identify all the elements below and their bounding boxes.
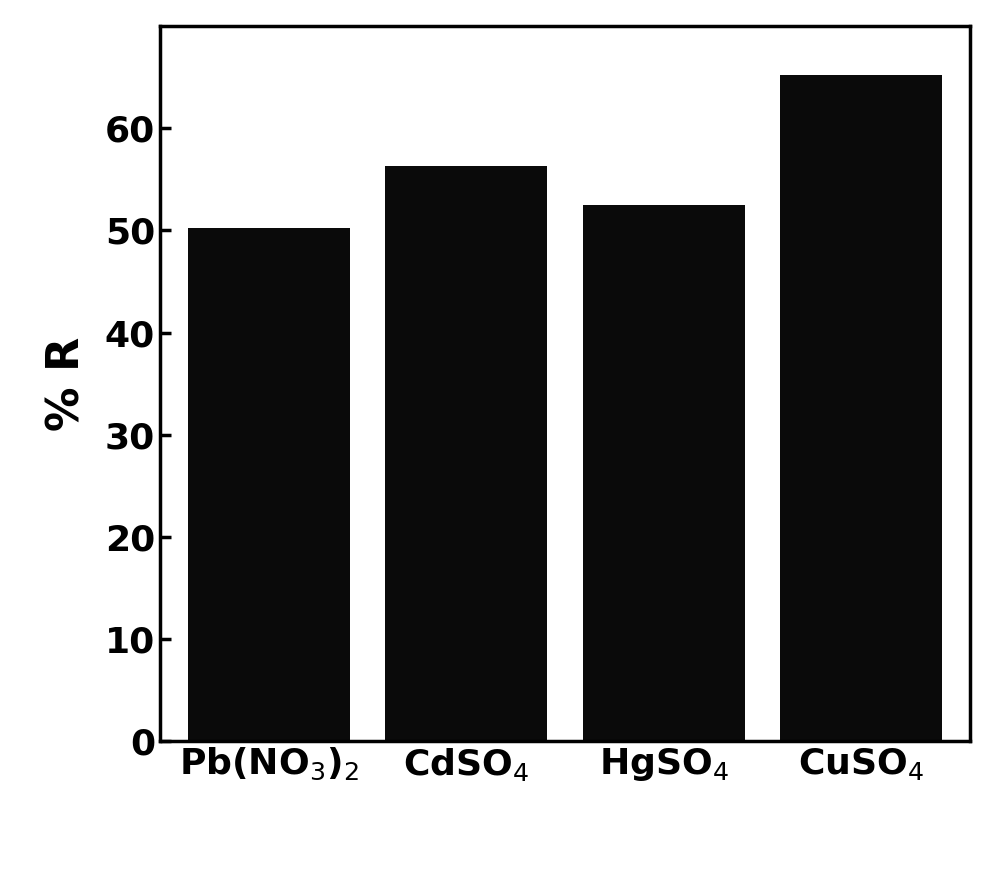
Bar: [583, 205, 745, 741]
Bar: [188, 228, 350, 741]
Bar: [385, 166, 547, 741]
Bar: [780, 75, 942, 741]
Y-axis label: % R: % R: [45, 337, 88, 431]
